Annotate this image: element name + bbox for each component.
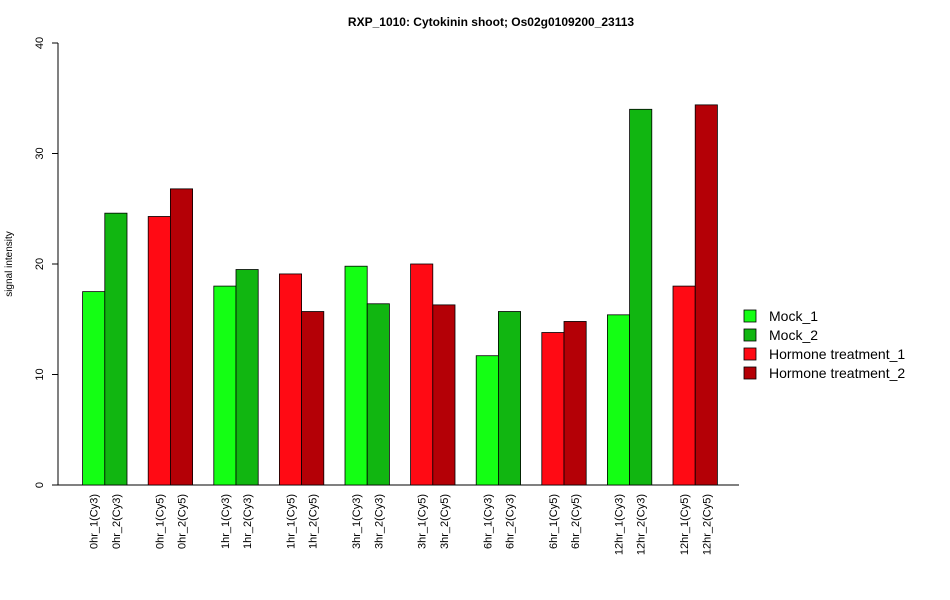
- x-tick-label: 12hr_2(Cy3): [636, 494, 648, 555]
- bar-1hr_2(Cy5): [301, 311, 325, 486]
- x-tick-label: 1hr_1(Cy5): [286, 494, 298, 549]
- bar-6hr_2(Cy5): [563, 321, 587, 486]
- y-ticks: 0 10 20 30 40: [34, 37, 58, 488]
- x-tick-label: 0hr_2(Cy3): [111, 494, 123, 549]
- legend: Mock_1 Mock_2 Hormone treatment_1 Hormone t…: [743, 308, 905, 381]
- bar-6hr_1(Cy5): [541, 332, 565, 486]
- x-tick-label: 3hr_1(Cy3): [351, 494, 363, 549]
- legend-swatch: [743, 347, 757, 361]
- bar-0hr_2(Cy5): [169, 188, 193, 486]
- legend-label: Mock_1: [769, 308, 818, 324]
- bar-6hr_2(Cy3): [497, 311, 521, 486]
- bar-0hr_1(Cy5): [147, 216, 171, 486]
- x-tick-label: 1hr_1(Cy3): [220, 494, 232, 549]
- x-tick-label: 1hr_2(Cy3): [242, 494, 254, 549]
- bar-3hr_2(Cy3): [366, 303, 390, 486]
- legend-swatch: [743, 328, 757, 342]
- bar-12hr_2(Cy3): [629, 108, 653, 486]
- bars: [82, 104, 718, 486]
- x-tick-label: 12hr_1(Cy5): [679, 494, 691, 555]
- x-tick-label: 0hr_2(Cy5): [177, 494, 189, 549]
- x-tick-label: 3hr_1(Cy5): [417, 494, 429, 549]
- bar-6hr_1(Cy3): [475, 355, 499, 486]
- bar-12hr_1(Cy3): [607, 314, 631, 486]
- y-tick-label: 0: [34, 482, 46, 488]
- x-tick-label: 6hr_1(Cy5): [548, 494, 560, 549]
- bar-0hr_1(Cy3): [82, 291, 106, 486]
- x-tick-labels: 0hr_1(Cy3) 0hr_2(Cy3) 0hr_1(Cy5) 0hr_2(Cy5)…: [89, 494, 714, 555]
- bar-3hr_1(Cy5): [410, 263, 434, 486]
- legend-label: Hormone treatment_2: [769, 365, 905, 381]
- x-tick-label: 0hr_1(Cy3): [89, 494, 101, 549]
- bar-1hr_2(Cy3): [235, 269, 259, 486]
- bar-1hr_1(Cy3): [213, 285, 237, 486]
- legend-label: Hormone treatment_1: [769, 346, 905, 362]
- x-tick-label: 6hr_2(Cy5): [570, 494, 582, 549]
- x-tick-label: 1hr_2(Cy5): [308, 494, 320, 549]
- y-tick-label: 40: [34, 37, 46, 49]
- chart-title: RXP_1010: Cytokinin shoot; Os02g0109200_…: [348, 15, 634, 29]
- legend-label: Mock_2: [769, 327, 818, 343]
- x-tick-label: 3hr_2(Cy5): [439, 494, 451, 549]
- bar-12hr_1(Cy5): [672, 285, 696, 486]
- bar-3hr_2(Cy5): [432, 304, 456, 486]
- x-tick-label: 12hr_1(Cy3): [614, 494, 626, 555]
- bar-3hr_1(Cy3): [344, 265, 368, 486]
- x-tick-label: 6hr_2(Cy3): [505, 494, 517, 549]
- bar-0hr_2(Cy3): [104, 212, 128, 486]
- legend-swatch: [743, 309, 757, 323]
- y-tick-label: 20: [34, 258, 46, 270]
- bar-12hr_2(Cy5): [694, 104, 718, 486]
- x-tick-label: 6hr_1(Cy3): [482, 494, 494, 549]
- y-axis-title: signal intensity: [4, 231, 15, 297]
- bar-1hr_1(Cy5): [278, 273, 302, 486]
- y-tick-label: 30: [34, 147, 46, 159]
- legend-swatch: [743, 366, 757, 380]
- x-tick-label: 12hr_2(Cy5): [701, 494, 713, 555]
- y-tick-label: 10: [34, 368, 46, 380]
- x-tick-label: 0hr_1(Cy5): [154, 494, 166, 549]
- x-tick-label: 3hr_2(Cy3): [373, 494, 385, 549]
